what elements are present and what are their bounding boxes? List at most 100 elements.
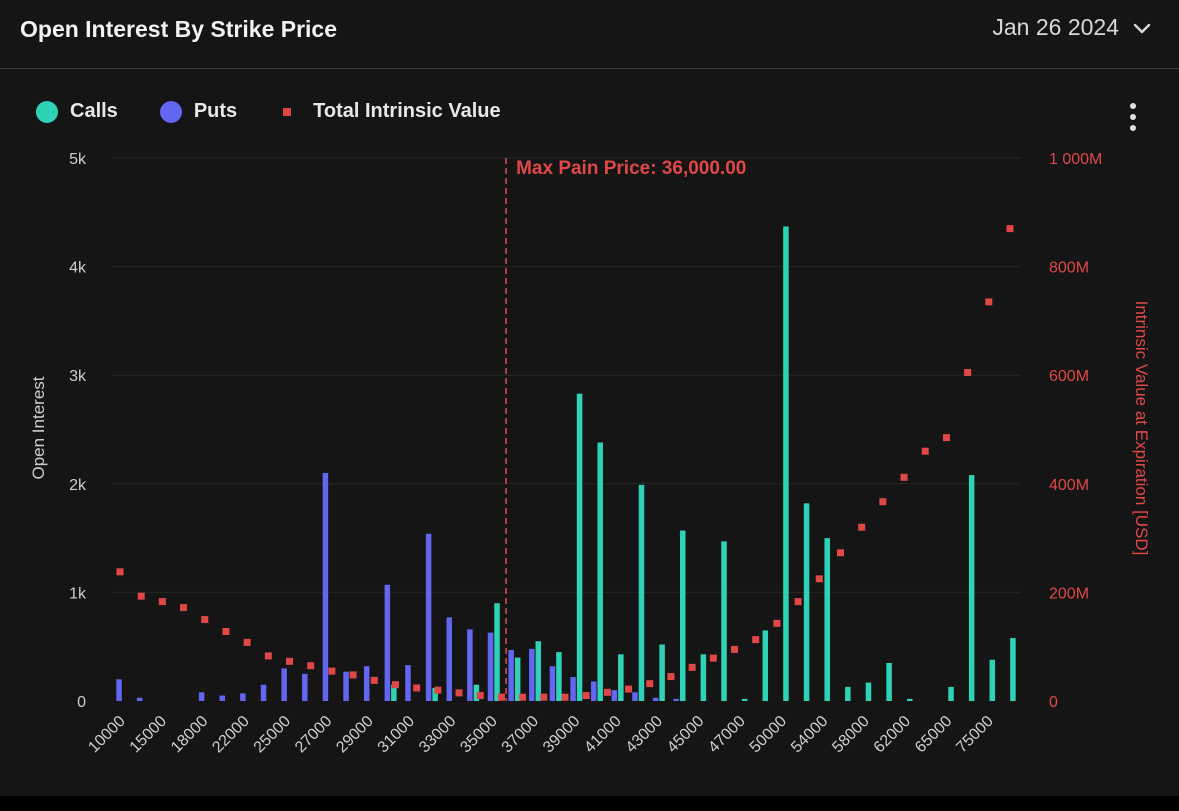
bar-put (467, 629, 473, 701)
x-tick-label: 39000 (540, 713, 584, 757)
chart-legend: Calls Puts Total Intrinsic Value (36, 100, 543, 123)
intrinsic-point (540, 693, 548, 701)
intrinsic-point (455, 689, 463, 697)
max-pain-label: Max Pain Price: 36,000.00 (516, 158, 746, 179)
y2-tick-label: 800M (1049, 260, 1089, 277)
intrinsic-point (180, 604, 188, 612)
y-tick-label: 0 (77, 694, 86, 711)
intrinsic-point (497, 693, 505, 701)
bar-put (302, 673, 308, 701)
bar-put (570, 677, 576, 701)
bar-call (700, 654, 707, 701)
intrinsic-point (222, 627, 230, 635)
intrinsic-point (1006, 225, 1014, 233)
intrinsic-point (603, 688, 611, 696)
legend-label-intrinsic: Total Intrinsic Value (313, 100, 501, 122)
intrinsic-point (667, 673, 675, 681)
intrinsic-point (476, 692, 484, 700)
x-tick-label: 15000 (127, 713, 171, 757)
x-tick-label: 47000 (705, 713, 749, 757)
x-tick-label: 75000 (953, 713, 997, 757)
x-tick-label: 41000 (581, 713, 625, 757)
bar-call (741, 698, 748, 701)
bar-call (494, 603, 500, 701)
bar-put (136, 697, 143, 701)
intrinsic-point (413, 684, 421, 692)
x-tick-label: 29000 (333, 713, 377, 757)
chevron-down-icon (1133, 23, 1151, 33)
bar-put (363, 666, 370, 701)
panel-header: Open Interest By Strike Price Jan 26 202… (0, 0, 1179, 69)
bar-call (968, 475, 975, 701)
intrinsic-point (349, 671, 357, 679)
intrinsic-point (434, 686, 442, 694)
bar-put (529, 648, 535, 701)
bar-call (948, 686, 954, 701)
bar-call (514, 657, 521, 701)
intrinsic-point (370, 676, 378, 684)
intrinsic-point (137, 592, 145, 600)
bar-put (652, 697, 659, 701)
bar-put (508, 649, 514, 701)
x-tick-label: 50000 (747, 713, 791, 757)
y2-tick-label: 400M (1049, 477, 1089, 494)
bar-call (762, 630, 769, 701)
intrinsic-point (328, 667, 336, 675)
bar-put (405, 665, 411, 701)
intrinsic-point (794, 598, 802, 606)
bar-call (783, 226, 789, 701)
intrinsic-point (519, 693, 527, 701)
y2-tick-label: 600M (1049, 368, 1089, 385)
y-tick-label: 5k (69, 151, 87, 168)
intrinsic-point (879, 498, 887, 506)
intrinsic-point (307, 662, 315, 670)
bar-call (659, 644, 665, 701)
x-tick-label: 37000 (499, 713, 543, 757)
x-tick-label: 65000 (912, 713, 956, 757)
x-tick-label: 33000 (416, 713, 460, 757)
x-tick-label: 10000 (85, 713, 129, 757)
legend-marker-calls (36, 100, 58, 123)
x-tick-label: 43000 (623, 713, 667, 757)
y2-tick-label: 1 000M (1049, 151, 1102, 168)
intrinsic-point (709, 654, 717, 662)
expiry-date-value: Jan 26 2024 (992, 14, 1119, 40)
x-tick-label: 22000 (209, 713, 253, 757)
intrinsic-point (201, 616, 209, 624)
intrinsic-point (773, 619, 781, 627)
intrinsic-point (752, 636, 760, 644)
y-tick-label: 3k (69, 368, 87, 385)
more-vertical-icon[interactable] (1120, 100, 1146, 134)
bar-put (549, 666, 556, 701)
intrinsic-point (116, 568, 124, 576)
bar-call (618, 654, 624, 701)
bar-call (576, 393, 583, 701)
bar-put (384, 584, 391, 701)
bar-put (116, 679, 122, 701)
bar-put (260, 684, 267, 701)
expiry-date-select[interactable]: Jan 26 2024 (992, 14, 1153, 41)
intrinsic-point (836, 549, 844, 557)
legend-item-puts[interactable]: Puts (159, 100, 237, 123)
intrinsic-point (243, 638, 251, 646)
bar-put (281, 668, 287, 701)
legend-item-calls[interactable]: Calls (36, 100, 118, 123)
bar-call (886, 662, 892, 701)
y2-axis-title: Intrinsic Value at Expiration [USD] (1132, 301, 1151, 556)
legend-item-intrinsic[interactable]: Total Intrinsic Value (279, 100, 501, 123)
intrinsic-point (158, 598, 166, 606)
x-tick-label: 58000 (829, 713, 873, 757)
x-tick-label: 54000 (788, 713, 832, 757)
bar-put (425, 533, 432, 701)
bar-put (343, 671, 349, 701)
intrinsic-point (286, 657, 294, 665)
intrinsic-point (264, 652, 272, 660)
bar-put (240, 693, 246, 701)
x-tick-label: 45000 (664, 713, 708, 757)
bar-call (989, 659, 996, 701)
y-tick-label: 1k (69, 585, 87, 602)
intrinsic-point (561, 693, 569, 701)
intrinsic-point (942, 434, 950, 442)
